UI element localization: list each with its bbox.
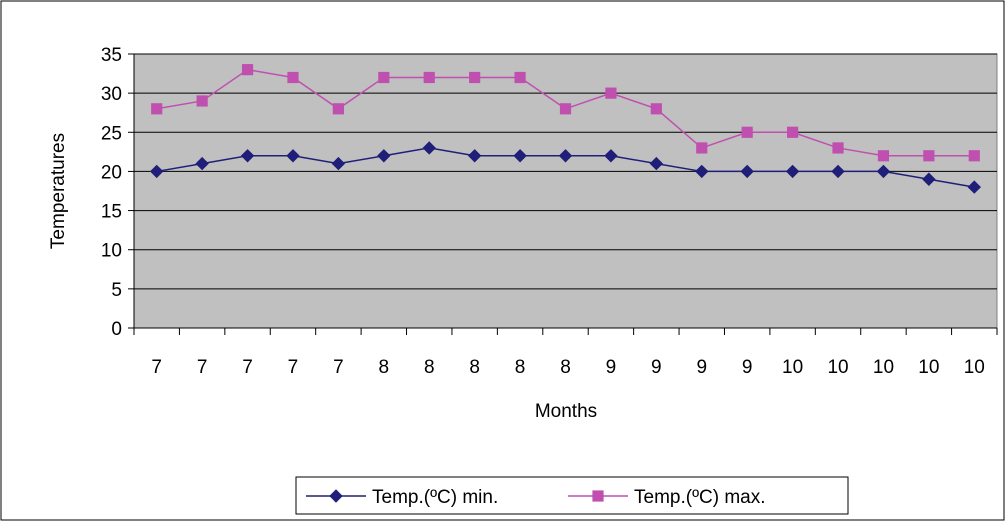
series-max <box>151 64 980 162</box>
data-point-square <box>196 95 208 107</box>
y-tick-label: 35 <box>101 45 122 66</box>
data-point-square <box>696 142 708 154</box>
data-point-square <box>650 103 662 115</box>
data-point-diamond <box>740 164 754 179</box>
y-tick-label: 5 <box>111 280 122 301</box>
data-point-square <box>332 103 344 115</box>
series-layer <box>150 64 981 194</box>
data-point-square <box>241 64 254 76</box>
legend-label: Temp.(ºC) min. <box>372 487 498 508</box>
data-point-square <box>469 71 481 84</box>
data-point-square <box>592 490 604 502</box>
axes <box>128 53 998 335</box>
y-tick-label: 0 <box>111 319 122 340</box>
legend: Temp.(ºC) min. Temp.(ºC) max. <box>295 476 849 515</box>
x-tick-label: 9 <box>696 357 707 378</box>
y-axis-label: Temperatures <box>48 133 69 249</box>
x-tick-label: 10 <box>782 357 803 378</box>
data-point-diamond <box>377 149 391 163</box>
x-tick-label: 8 <box>469 357 480 378</box>
data-point-square <box>605 87 617 99</box>
x-tick-label: 7 <box>288 357 299 378</box>
data-point-diamond <box>329 489 343 503</box>
x-tick-label: 8 <box>379 357 390 378</box>
data-point-diamond <box>558 149 573 163</box>
x-tick-label: 7 <box>242 357 253 378</box>
x-tick-label: 7 <box>197 357 208 378</box>
data-point-diamond <box>876 164 891 179</box>
x-tick-label: 9 <box>606 357 617 378</box>
x-tick-label: 10 <box>964 357 985 378</box>
y-tick-labels: 0 5 10 15 20 25 30 35 <box>101 45 122 340</box>
data-point-square <box>151 103 163 115</box>
legend-item: Temp.(ºC) max. <box>568 487 766 508</box>
y-tick-label: 15 <box>101 202 122 223</box>
plot-area <box>133 53 998 329</box>
data-point-square <box>423 71 435 84</box>
data-point-diamond <box>195 156 209 171</box>
x-tick-label: 9 <box>742 357 753 378</box>
data-point-diamond <box>150 164 164 179</box>
series-min <box>150 141 981 194</box>
data-point-diamond <box>649 156 664 171</box>
x-tick-labels: 7 7 7 7 7 8 8 8 8 8 9 9 9 9 10 10 10 10 10 <box>151 357 984 378</box>
data-point-diamond <box>286 149 300 163</box>
x-tick-label: 10 <box>873 357 894 378</box>
gridlines <box>134 53 997 290</box>
legend-label: Temp.(ºC) max. <box>634 487 766 508</box>
x-axis-label: Months <box>535 401 597 422</box>
data-point-diamond <box>831 164 845 179</box>
data-point-diamond <box>513 149 527 163</box>
y-tick-label: 20 <box>101 162 122 183</box>
x-tick-label: 10 <box>827 357 848 378</box>
x-tick-label: 8 <box>515 357 526 378</box>
x-tick-label: 8 <box>424 357 435 378</box>
data-point-square <box>877 150 890 162</box>
data-point-square <box>787 126 799 138</box>
data-point-square <box>559 103 572 115</box>
x-tick-label: 10 <box>918 357 939 378</box>
data-point-square <box>741 126 753 138</box>
y-tick-label: 30 <box>101 84 122 105</box>
data-point-square <box>923 150 935 162</box>
legend-item: Temp.(ºC) min. <box>306 487 498 508</box>
data-point-square <box>378 71 390 84</box>
data-point-diamond <box>331 156 346 171</box>
x-tick-label: 8 <box>560 357 571 378</box>
y-tick-label: 25 <box>101 123 122 144</box>
data-point-square <box>514 71 526 84</box>
data-point-square <box>287 71 299 84</box>
x-tick-label: 7 <box>151 357 162 378</box>
data-point-diamond <box>695 164 709 179</box>
data-point-diamond <box>467 149 482 163</box>
y-tick-label: 10 <box>101 241 122 262</box>
data-point-diamond <box>967 180 981 194</box>
x-tick-label: 9 <box>651 357 662 378</box>
data-point-diamond <box>422 141 436 155</box>
x-tick-label: 7 <box>333 357 344 378</box>
data-point-diamond <box>785 164 800 179</box>
data-point-square <box>832 142 844 154</box>
data-point-diamond <box>922 172 936 186</box>
data-point-diamond <box>604 149 618 163</box>
data-point-square <box>968 150 980 162</box>
data-point-diamond <box>240 149 255 163</box>
